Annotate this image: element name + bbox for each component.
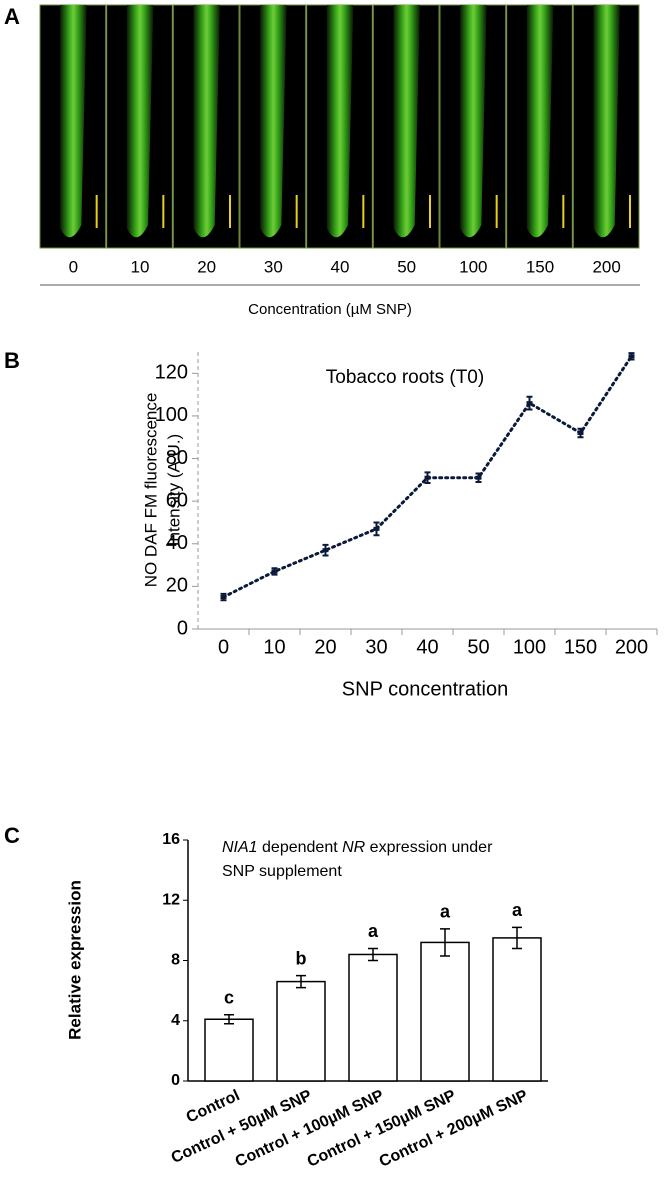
title-part: NR <box>342 839 366 856</box>
x-tick-label: 20 <box>314 636 336 658</box>
x-axis-label: Concentration (µM SNP) <box>248 301 412 318</box>
title-part: expression under <box>365 839 493 856</box>
y-tick-label: 60 <box>166 489 188 511</box>
significance-letter: a <box>368 921 379 941</box>
x-tick-label: 40 <box>416 636 438 658</box>
point <box>322 548 329 553</box>
panel-label: B <box>4 348 20 373</box>
y-tick-label: 20 <box>166 575 188 597</box>
chart-title: NIA1 dependent NR expression under <box>222 839 493 856</box>
significance-letter: a <box>512 900 523 920</box>
y-tick-label: 16 <box>162 831 180 848</box>
root-image <box>126 5 154 238</box>
x-tick-label: 20 <box>197 257 216 276</box>
error-bar <box>224 1013 234 1025</box>
significance-letter: b <box>296 948 307 968</box>
y-tick-label: 120 <box>155 362 188 384</box>
significance-letter: a <box>440 902 451 922</box>
x-tick-label: 50 <box>397 257 416 276</box>
bar <box>348 953 398 1082</box>
bar <box>420 941 470 1082</box>
x-tick-label: 100 <box>513 636 546 658</box>
bar <box>492 937 542 1082</box>
root-image <box>326 5 354 238</box>
x-tick-label: 10 <box>131 257 150 276</box>
error-bar <box>440 928 450 957</box>
root-image <box>60 5 87 238</box>
panel-label: A <box>4 4 20 29</box>
root-image <box>193 5 220 238</box>
x-tick-label: 40 <box>331 257 350 276</box>
chart-title: SNP supplement <box>222 863 342 880</box>
error-bar <box>368 947 378 962</box>
y-tick-label: 100 <box>155 404 188 426</box>
x-axis-label: SNP concentration <box>342 678 508 700</box>
y-tick-label: 12 <box>162 891 180 908</box>
y-tick-label: 4 <box>171 1012 180 1029</box>
root-image <box>260 5 287 238</box>
y-axis-label: Relative expression <box>65 880 84 1040</box>
panel-label: C <box>4 823 20 848</box>
x-tick-label: 10 <box>263 636 285 658</box>
title-part: dependent <box>258 839 343 856</box>
significance-letter: c <box>224 987 234 1007</box>
y-tick-label: 0 <box>177 617 188 639</box>
x-tick-label: 0 <box>69 257 78 276</box>
bar <box>204 1018 254 1082</box>
root-image <box>526 5 554 238</box>
chart-title: Tobacco roots (T0) <box>326 367 484 388</box>
error-bar <box>296 974 306 989</box>
error-bar <box>512 926 522 950</box>
x-tick-label: 30 <box>264 257 283 276</box>
y-tick-label: 0 <box>171 1072 180 1089</box>
root-image <box>393 5 420 238</box>
x-tick-label: 50 <box>467 636 489 658</box>
root-image <box>593 5 620 238</box>
x-tick-label: 200 <box>592 257 620 276</box>
y-tick-label: 80 <box>166 447 188 469</box>
x-tick-label: 150 <box>526 257 554 276</box>
y-axis-label: NO DAF FM fluorescence <box>141 393 160 588</box>
y-tick-label: 40 <box>166 532 188 554</box>
point <box>628 354 635 359</box>
x-tick-label: 100 <box>459 257 487 276</box>
y-axis-label: Intensity (A.U.) <box>164 434 183 546</box>
x-tick-label: 200 <box>615 636 648 658</box>
bar <box>276 980 326 1082</box>
x-tick-label: 30 <box>365 636 387 658</box>
data-line <box>222 354 633 599</box>
x-tick-label: 0 <box>218 636 229 658</box>
title-part: NIA1 <box>222 839 258 856</box>
x-tick-label: 150 <box>564 636 597 658</box>
y-tick-label: 8 <box>171 952 180 969</box>
root-image <box>460 5 487 238</box>
